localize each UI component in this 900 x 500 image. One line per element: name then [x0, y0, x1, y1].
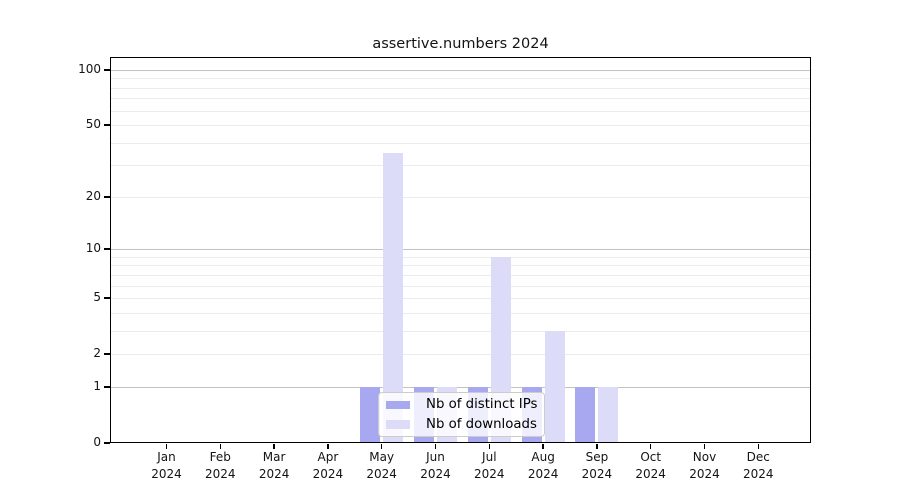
minor-gridline — [110, 274, 811, 276]
y-tick-label: 5 — [93, 290, 101, 305]
x-tick-mark — [757, 444, 760, 449]
y-tick-mark — [104, 248, 110, 250]
x-tick-mark — [596, 444, 598, 449]
x-tick-mark — [327, 444, 329, 449]
legend: Nb of distinct IPs Nb of downloads — [378, 392, 545, 437]
x-tick-label: Oct 2024 — [611, 449, 691, 482]
minor-gridline — [110, 87, 811, 89]
x-tick-label: Dec 2024 — [718, 449, 798, 482]
x-tick-label: Nov 2024 — [665, 449, 745, 482]
minor-gridline — [110, 165, 811, 167]
x-tick-mark — [542, 444, 544, 449]
y-tick-label: 50 — [85, 117, 101, 132]
minor-gridline — [110, 256, 811, 258]
minor-gridline — [110, 312, 811, 314]
x-tick-label: Mar 2024 — [234, 449, 314, 482]
major-gridline — [110, 249, 811, 251]
chart-title: assertive.numbers 2024 — [372, 36, 549, 52]
y-tick-label: 1 — [93, 378, 101, 393]
x-tick-label: Jan 2024 — [127, 449, 207, 482]
x-tick-mark — [219, 444, 222, 449]
bar-distinct-ips-may — [360, 386, 381, 443]
y-tick-label: 20 — [85, 188, 101, 203]
minor-gridline — [110, 110, 811, 112]
minor-gridline — [110, 298, 811, 300]
minor-gridline — [110, 196, 811, 198]
x-tick-label: Jun 2024 — [396, 449, 476, 482]
x-tick-year: 2024 — [312, 466, 344, 481]
minor-gridline — [110, 125, 811, 127]
x-tick-year: 2024 — [366, 466, 397, 481]
x-tick-year: 2024 — [474, 466, 505, 481]
x-tick-mark — [434, 444, 437, 449]
minor-gridline — [110, 142, 811, 144]
x-tick-label: Apr 2024 — [288, 449, 368, 482]
y-tick-mark — [104, 196, 110, 198]
plot-area — [110, 57, 811, 443]
x-tick-label: May 2024 — [342, 449, 422, 482]
x-tick-year: 2024 — [205, 466, 236, 481]
legend-swatch-downloads — [386, 420, 410, 429]
y-tick-mark — [104, 353, 110, 355]
x-tick-year: 2024 — [527, 466, 559, 481]
legend-label-downloads: Nb of downloads — [426, 416, 537, 432]
x-tick-mark — [703, 444, 706, 449]
y-tick-mark — [104, 442, 110, 444]
minor-gridline — [110, 265, 811, 267]
legend-swatch-distinct-ips — [386, 400, 410, 409]
x-tick-mark — [380, 444, 383, 449]
minor-gridline — [110, 78, 811, 80]
x-tick-year: 2024 — [743, 466, 774, 481]
x-tick-label: Sep 2024 — [557, 449, 637, 482]
x-tick-year: 2024 — [258, 466, 290, 481]
legend-item-distinct-ips: Nb of distinct IPs — [386, 395, 537, 415]
x-tick-label: Jul 2024 — [449, 449, 529, 482]
y-tick-label: 10 — [85, 241, 101, 256]
legend-item-downloads: Nb of downloads — [386, 415, 537, 435]
x-tick-mark — [649, 444, 652, 449]
y-tick-label: 2 — [93, 346, 101, 361]
x-tick-year: 2024 — [689, 466, 720, 481]
minor-gridline — [110, 354, 811, 356]
y-tick-mark — [104, 386, 110, 388]
y-tick-label: 100 — [78, 62, 101, 76]
minor-gridline — [110, 285, 811, 287]
x-tick-year: 2024 — [635, 466, 666, 481]
major-gridline — [110, 386, 811, 388]
minor-gridline — [110, 98, 811, 100]
bar-downloads-sep — [598, 386, 619, 443]
x-tick-mark — [165, 444, 168, 449]
major-gridline — [110, 70, 811, 71]
bar-distinct-ips-sep — [575, 386, 596, 443]
y-tick-mark — [104, 297, 110, 299]
x-tick-year: 2024 — [151, 466, 182, 481]
x-tick-mark — [488, 444, 491, 449]
x-tick-mark — [273, 444, 275, 449]
minor-gridline — [110, 330, 811, 332]
y-tick-mark — [104, 124, 110, 127]
x-tick-label: Feb 2024 — [180, 449, 260, 482]
y-tick-label: 0 — [93, 435, 101, 449]
bar-downloads-may — [383, 153, 404, 443]
x-tick-year: 2024 — [581, 466, 613, 481]
y-tick-mark — [104, 69, 110, 71]
x-tick-year: 2024 — [420, 466, 451, 481]
legend-label-distinct-ips: Nb of distinct IPs — [426, 397, 538, 413]
x-tick-label: Aug 2024 — [503, 449, 583, 482]
bar-downloads-aug — [544, 330, 565, 443]
